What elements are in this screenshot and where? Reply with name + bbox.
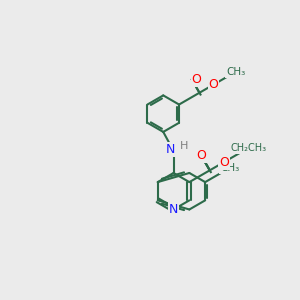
Text: O: O bbox=[196, 148, 206, 161]
Text: O: O bbox=[208, 78, 218, 91]
Text: H: H bbox=[180, 142, 188, 152]
Text: CH₃: CH₃ bbox=[220, 163, 239, 173]
Text: CH₃: CH₃ bbox=[226, 67, 245, 77]
Text: CH₂CH₃: CH₂CH₃ bbox=[231, 143, 267, 153]
Text: N: N bbox=[166, 143, 175, 156]
Text: O: O bbox=[192, 73, 202, 85]
Text: N: N bbox=[169, 203, 178, 216]
Text: O: O bbox=[219, 156, 229, 169]
